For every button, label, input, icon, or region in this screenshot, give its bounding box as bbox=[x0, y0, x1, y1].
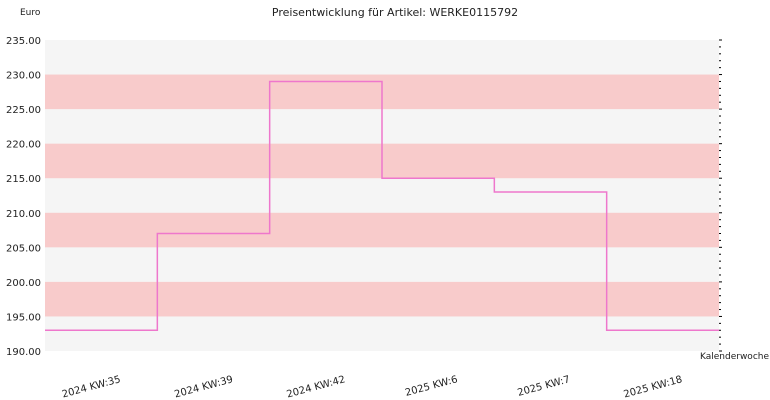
x-tick-label: 2025 KW:18 bbox=[623, 374, 684, 400]
chart-title: Preisentwicklung für Artikel: WERKE01157… bbox=[272, 6, 518, 19]
right-axis-ticks bbox=[719, 39, 722, 352]
y-axis-ticks: 190.00 195.00 200.00 205.00 210.00 215.00 220.… bbox=[6, 36, 41, 358]
x-axis-ticks: 2024 KW:35 2024 KW:39 2024 KW:42 2025 KW:6 2… bbox=[61, 374, 684, 400]
price-step-line bbox=[45, 80, 719, 332]
y-tick-label: 195.00 bbox=[6, 312, 41, 323]
y-tick-label: 230.00 bbox=[6, 71, 41, 82]
y-tick-label: 200.00 bbox=[6, 278, 41, 289]
y-tick-label: 215.00 bbox=[6, 174, 41, 185]
x-axis-label: Kalenderwoche bbox=[700, 352, 769, 362]
x-tick-label: 2025 KW:6 bbox=[404, 374, 459, 399]
y-tick-label: 235.00 bbox=[6, 36, 41, 47]
x-tick-label: 2024 KW:39 bbox=[173, 374, 234, 400]
plot-band bbox=[45, 281, 719, 317]
y-tick-label: 225.00 bbox=[6, 105, 41, 116]
y-tick-label: 210.00 bbox=[6, 209, 41, 220]
y-tick-label: 205.00 bbox=[6, 243, 41, 254]
x-tick-label: 2025 KW:7 bbox=[516, 374, 571, 399]
x-tick-label: 2024 KW:35 bbox=[61, 374, 122, 400]
y-axis-label: Euro bbox=[20, 8, 41, 18]
y-tick-label: 220.00 bbox=[6, 140, 41, 151]
x-tick-label: 2024 KW:42 bbox=[286, 374, 347, 400]
y-tick-label: 190.00 bbox=[6, 347, 41, 358]
plot-band bbox=[45, 212, 719, 248]
series-layer bbox=[45, 80, 719, 332]
